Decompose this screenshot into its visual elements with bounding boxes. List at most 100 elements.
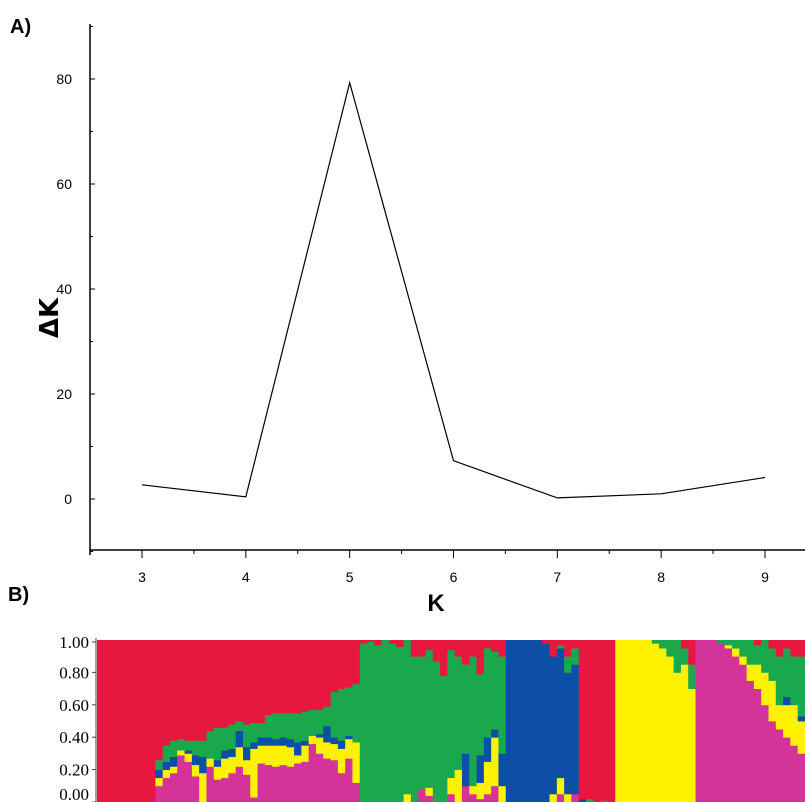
cluster-segment-magenta [221, 777, 229, 802]
x-tick-label: 7 [553, 569, 561, 585]
cluster-segment-blue [505, 640, 514, 802]
cluster-segment-magenta [797, 753, 805, 802]
cluster-segment-green [228, 724, 237, 749]
cluster-segment-green [352, 683, 361, 743]
cluster-segment-green [374, 644, 383, 802]
cluster-segment-yellow [491, 737, 500, 787]
cluster-segment-yellow [680, 664, 689, 802]
cluster-segment-yellow [753, 664, 762, 689]
cluster-segment-magenta [739, 664, 748, 802]
cluster-segment-blue [242, 746, 251, 761]
y-tick-label: 40 [56, 281, 72, 297]
cluster-segment-magenta [753, 688, 762, 802]
cluster-segment-green [410, 656, 419, 802]
cluster-segment-magenta [169, 772, 178, 802]
cluster-segment-green [732, 640, 740, 649]
panel-b-label: B) [8, 584, 30, 606]
cluster-segment-blue [513, 640, 521, 802]
x-tick-label: 6 [450, 569, 458, 585]
cluster-segment-magenta [695, 640, 704, 802]
cluster-segment-blue [483, 737, 492, 762]
b-y-tick-label: 0.20 [59, 761, 89, 780]
cluster-segment-magenta [184, 761, 193, 802]
cluster-segment-red [680, 640, 689, 649]
cluster-segment-green [746, 640, 755, 665]
cluster-segment-magenta [732, 656, 740, 802]
cluster-segment-red [228, 640, 237, 725]
cluster-segment-blue [783, 696, 791, 706]
cluster-segment-yellow [651, 643, 660, 802]
cluster-segment-yellow [294, 755, 302, 764]
cluster-segment-blue [199, 756, 208, 774]
cluster-segment-yellow [666, 656, 675, 802]
cluster-segment-yellow [498, 785, 507, 802]
cluster-segment-red [199, 640, 208, 741]
cluster-segment-blue [337, 740, 346, 749]
cluster-segment-red [104, 640, 113, 802]
cluster-segment-magenta [483, 793, 492, 802]
cluster-segment-green [768, 648, 777, 681]
cluster-segment-green [440, 675, 448, 802]
cluster-segment-red [578, 640, 587, 800]
cluster-segment-green [571, 648, 580, 665]
cluster-segment-green [221, 727, 229, 751]
cluster-segment-red [286, 640, 295, 714]
cluster-segment-green [213, 727, 222, 761]
cluster-segment-red [111, 640, 120, 802]
cluster-segment-green [191, 740, 200, 756]
cluster-segment-red [432, 640, 441, 662]
cluster-segment-green [797, 656, 805, 717]
cluster-segment-yellow [315, 737, 324, 754]
cluster-segment-blue [155, 769, 164, 779]
cluster-segment-magenta [264, 764, 273, 802]
cluster-segment-red [425, 640, 434, 651]
cluster-segment-green [323, 706, 332, 727]
cluster-segment-green [461, 664, 470, 754]
cluster-segment-red [337, 640, 346, 689]
cluster-segment-green [790, 656, 799, 706]
cluster-segment-red [264, 640, 273, 715]
b-y-tick-label: 0.80 [59, 663, 89, 682]
cluster-segment-magenta [315, 753, 324, 802]
b-y-ticks: 1.00 0.80 0.60 0.40 0.20 0.00 [59, 633, 96, 802]
cluster-segment-green [761, 640, 770, 673]
cluster-segment-yellow [191, 764, 200, 777]
cluster-segment-blue [213, 759, 222, 767]
b-y-tick-label: 0.40 [59, 728, 89, 747]
cluster-segment-red [440, 640, 448, 677]
x-tick-label: 9 [761, 569, 769, 585]
cluster-segment-magenta [337, 772, 346, 802]
cluster-segment-yellow [337, 748, 346, 774]
cluster-segment-yellow [761, 672, 770, 706]
cluster-segment-blue [556, 648, 565, 779]
cluster-segment-red [542, 640, 551, 644]
cluster-segment-blue [534, 640, 543, 802]
cluster-segment-green [483, 648, 492, 738]
cluster-segment-blue [279, 737, 288, 746]
cluster-segment-red [191, 640, 200, 741]
cluster-segment-yellow [221, 758, 229, 779]
cluster-segment-red [323, 640, 332, 707]
cluster-segment-yellow [644, 640, 653, 802]
cluster-segment-red [593, 640, 602, 802]
cluster-segment-red [345, 640, 354, 688]
cluster-segment-yellow [264, 745, 273, 766]
y-tick-label: 80 [56, 71, 72, 87]
cluster-segment-green [556, 644, 565, 649]
cluster-segment-magenta [323, 758, 332, 802]
cluster-segment-green [753, 644, 762, 665]
x-tick-label: 4 [242, 569, 250, 585]
cluster-segment-green [330, 691, 339, 738]
cluster-segment-yellow [162, 769, 171, 779]
cluster-segment-magenta [308, 743, 317, 802]
cluster-segment-yellow [206, 758, 215, 767]
cluster-segment-green [717, 640, 726, 644]
cluster-segment-yellow [447, 777, 456, 795]
cluster-segment-yellow [659, 648, 667, 802]
y-tick-label: 60 [56, 176, 72, 192]
cluster-segment-magenta [177, 755, 186, 802]
cluster-segment-green [388, 643, 397, 802]
cluster-segment-red [790, 640, 799, 657]
cluster-segment-magenta [571, 793, 580, 802]
cluster-segment-blue [797, 716, 805, 722]
